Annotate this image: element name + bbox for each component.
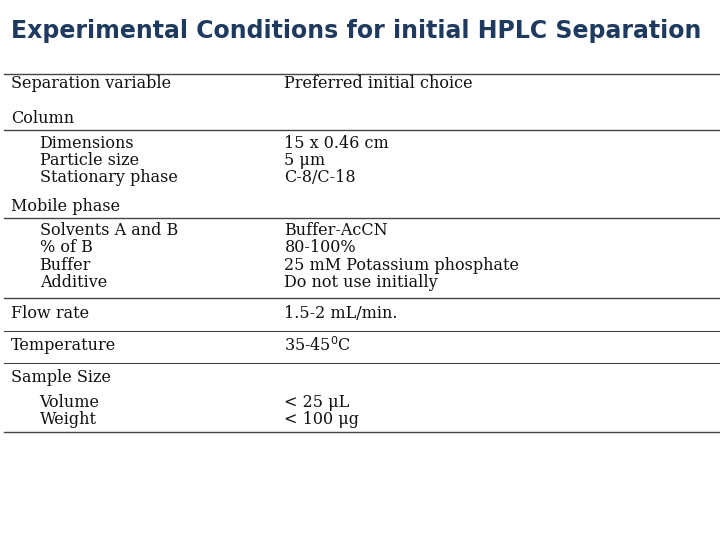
Text: Sample Size: Sample Size [11, 369, 111, 387]
Text: 35-45$^0$C: 35-45$^0$C [284, 336, 351, 355]
Text: Buffer-AcCN: Buffer-AcCN [284, 222, 388, 239]
Text: Volume: Volume [40, 394, 99, 411]
Text: % of B: % of B [40, 239, 92, 256]
Text: Weight: Weight [40, 411, 96, 428]
Text: Solvents A and B: Solvents A and B [40, 222, 178, 239]
Text: Experimental Conditions for initial HPLC Separation: Experimental Conditions for initial HPLC… [11, 19, 701, 43]
Text: Preferred initial choice: Preferred initial choice [284, 75, 473, 92]
Text: < 100 μg: < 100 μg [284, 411, 359, 428]
Text: 15 x 0.46 cm: 15 x 0.46 cm [284, 134, 389, 152]
Text: Mobile phase: Mobile phase [11, 198, 120, 215]
Text: 1.5-2 mL/min.: 1.5-2 mL/min. [284, 305, 398, 322]
Text: Column: Column [11, 110, 74, 127]
Text: C-8/C-18: C-8/C-18 [284, 169, 356, 186]
Text: Additive: Additive [40, 274, 107, 291]
Text: Flow rate: Flow rate [11, 305, 89, 322]
Text: Dimensions: Dimensions [40, 134, 134, 152]
Text: 25 mM Potassium phosphate: 25 mM Potassium phosphate [284, 256, 519, 274]
Text: Separation variable: Separation variable [11, 75, 171, 92]
Text: Particle size: Particle size [40, 152, 139, 169]
Text: 5 μm: 5 μm [284, 152, 325, 169]
Text: < 25 μL: < 25 μL [284, 394, 350, 411]
Text: Stationary phase: Stationary phase [40, 169, 177, 186]
Text: Do not use initially: Do not use initially [284, 274, 438, 291]
Text: Buffer: Buffer [40, 256, 91, 274]
Text: Temperature: Temperature [11, 337, 116, 354]
Text: 80-100%: 80-100% [284, 239, 356, 256]
